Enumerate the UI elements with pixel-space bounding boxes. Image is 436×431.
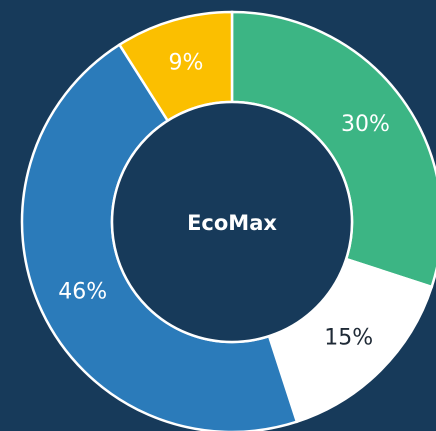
center-label: EcoMax — [187, 211, 277, 235]
value-label: 30% — [341, 112, 390, 137]
donut-hole — [110, 100, 354, 344]
value-label: 15% — [324, 326, 373, 351]
value-label: 46% — [58, 279, 107, 304]
value-label: 9% — [169, 51, 204, 76]
